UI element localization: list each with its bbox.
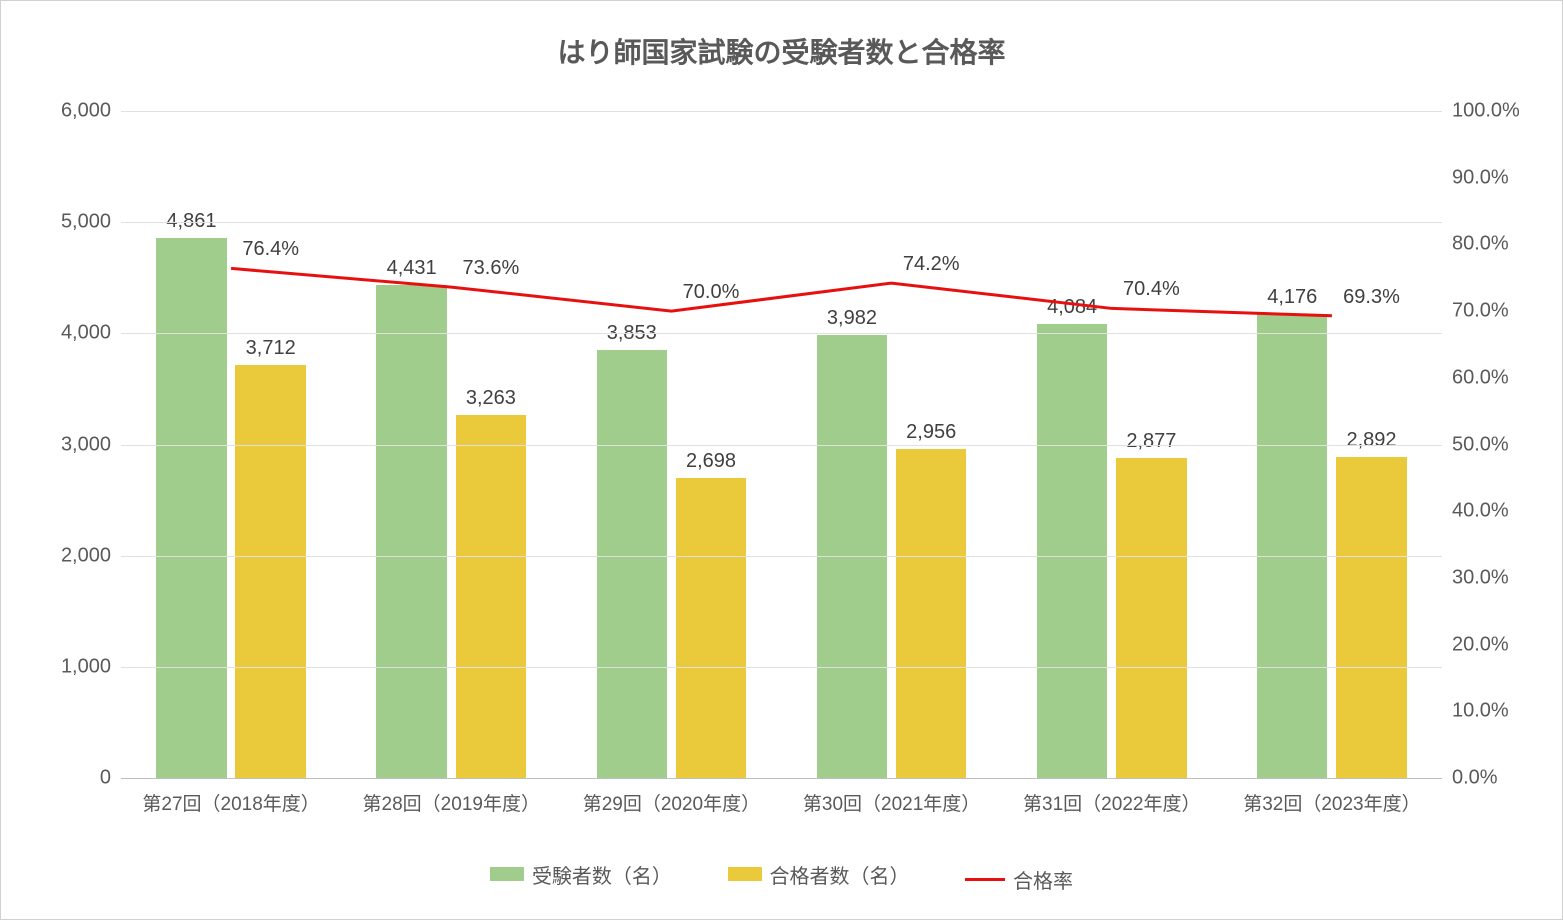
gridline [121,445,1442,446]
bar-label-passers: 2,698 [686,450,736,473]
bar-passers [235,365,305,778]
bar-label-examinees: 4,084 [1047,296,1097,319]
bar-passers [1116,458,1186,778]
ytick-left: 0 [51,767,111,790]
x-tick-label: 第32回（2023年度） [1243,789,1420,816]
gridline [121,333,1442,334]
legend-label-passrate: 合格率 [1013,865,1073,894]
ytick-right: 10.0% [1452,700,1522,723]
legend-swatch-examinees [490,867,524,881]
bar-passers [1336,457,1406,778]
bar-label-examinees: 3,982 [827,307,877,330]
ytick-right: 60.0% [1452,366,1522,389]
ytick-left: 6,000 [51,100,111,123]
x-tick-label: 第27回（2018年度） [142,789,319,816]
ytick-right: 0.0% [1452,767,1522,790]
bar-label-passers: 2,956 [906,421,956,444]
legend-item-passrate: 合格率 [965,865,1073,894]
ytick-left: 4,000 [51,322,111,345]
ytick-right: 50.0% [1452,433,1522,456]
x-tick-label: 第30回（2021年度） [803,789,980,816]
bar-passers [676,478,746,778]
ytick-right: 100.0% [1452,100,1522,123]
ytick-left: 1,000 [51,655,111,678]
bar-passers [456,415,526,778]
gridline [121,556,1442,557]
bar-label-passers: 3,263 [466,387,516,410]
ytick-right: 70.0% [1452,300,1522,323]
bar-label-examinees: 4,176 [1267,286,1317,309]
bar-examinees [1257,314,1327,778]
bar-passers [896,449,966,778]
chart-container: はり師国家試験の受験者数と合格率 4,8613,7124,4313,2633,8… [0,0,1563,920]
plot-area: 4,8613,7124,4313,2633,8532,6983,9822,956… [121,111,1442,779]
bar-label-examinees: 4,431 [387,257,437,280]
x-tick-label: 第28回（2019年度） [363,789,540,816]
legend-item-examinees: 受験者数（名） [490,860,672,889]
ytick-right: 30.0% [1452,566,1522,589]
bar-examinees [597,350,667,778]
legend: 受験者数（名） 合格者数（名） 合格率 [1,860,1562,895]
ytick-right: 20.0% [1452,633,1522,656]
legend-label-examinees: 受験者数（名） [532,860,672,889]
ytick-right: 90.0% [1452,166,1522,189]
ytick-right: 40.0% [1452,500,1522,523]
ytick-left: 5,000 [51,211,111,234]
ytick-left: 3,000 [51,433,111,456]
bar-examinees [376,285,446,778]
bar-label-examinees: 4,861 [166,210,216,233]
bar-examinees [817,335,887,778]
bar-examinees [156,238,226,778]
chart-title: はり師国家試験の受験者数と合格率 [1,1,1562,81]
ytick-left: 2,000 [51,544,111,567]
x-axis: 第27回（2018年度） 第28回（2019年度） 第29回（2020年度） 第30回… [121,779,1442,829]
bar-examinees [1037,324,1107,778]
bar-label-passers: 3,712 [246,337,296,360]
x-tick-label: 第31回（2022年度） [1023,789,1200,816]
gridline [121,667,1442,668]
gridline [121,111,1442,112]
bar-label-passers: 2,892 [1347,429,1397,452]
legend-item-passers: 合格者数（名） [728,860,910,889]
legend-swatch-passers [728,867,762,881]
x-tick-label: 第29回（2020年度） [583,789,760,816]
bar-label-passers: 2,877 [1126,430,1176,453]
ytick-right: 80.0% [1452,233,1522,256]
legend-line-passrate [965,878,1005,881]
gridline [121,222,1442,223]
legend-label-passers: 合格者数（名） [770,860,910,889]
